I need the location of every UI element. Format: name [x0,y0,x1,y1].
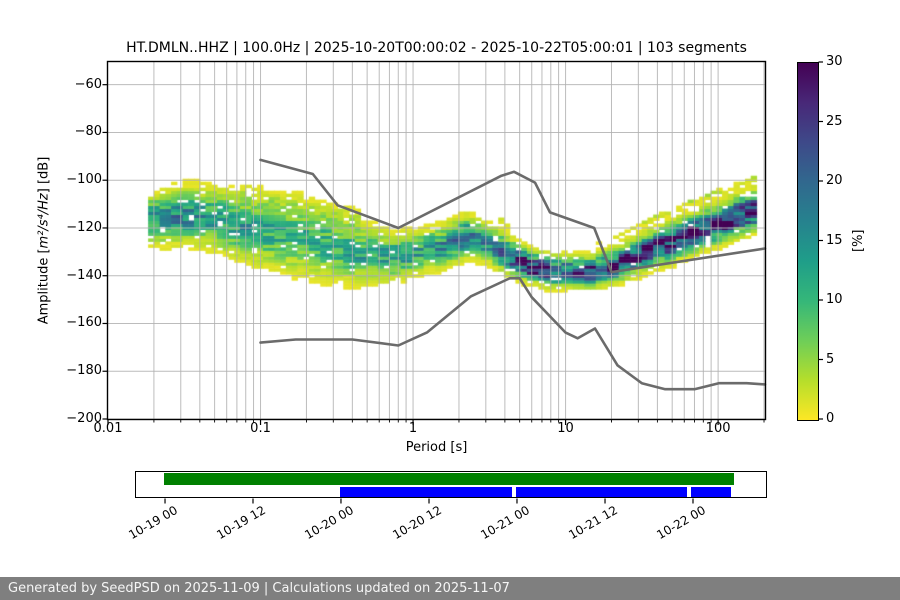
y-tick-label: −200 [66,411,102,426]
colorbar-tick-label: 15 [826,232,843,248]
timeline-tick-label: 10-21 12 [566,503,621,543]
x-axis-label: Period [s] [405,440,468,455]
timeline-box [135,471,767,498]
colorbar-tick-label: 10 [826,292,843,307]
timeline-tick-label: 10-22 00 [654,503,708,543]
y-tick-label: −60 [74,76,102,92]
x-tick-label: 0.01 [93,421,123,436]
footer-bar: Generated by SeedPSD on 2025-11-09 | Cal… [0,577,900,600]
x-tick-label: 100 [705,421,731,436]
y-tick-label: −180 [66,363,102,379]
x-tick-label: 1 [408,421,418,436]
timeline-tick-label: 10-21 00 [478,503,532,543]
x-tick-label: 10 [557,421,574,436]
colorbar-tick-label: 0 [826,411,835,426]
timeline-tick-label: 10-19 00 [126,503,181,543]
y-tick-label: −120 [66,219,102,235]
processed-segment-bar [515,487,688,497]
y-tick-label: −160 [66,315,102,331]
ppsd-heatmap [109,63,765,419]
colorbar-label: [%] [851,229,866,253]
timeline-tick-label: 10-20 12 [390,503,445,543]
availability-bar [163,473,735,485]
y-tick-label: −80 [74,124,102,140]
colorbar-tick-label: 20 [826,173,843,188]
colorbar-tick-label: 5 [826,351,835,367]
timeline-tick-label: 10-19 12 [214,503,268,543]
y-tick-label: −140 [66,267,102,283]
footer-text: Generated by SeedPSD on 2025-11-09 | Cal… [8,581,510,596]
x-tick-label: 0.1 [250,421,271,436]
plot-title: HT.DMLN..HHZ | 100.0Hz | 2025-10-20T00:0… [126,40,747,56]
processed-segment-bar [340,487,512,497]
y-tick-label: −100 [66,172,102,188]
y-axis-label-prefix: Amplitude [ [36,248,52,325]
colorbar-tick-label: 30 [826,54,843,69]
timeline-tick-label: 10-20 00 [302,503,356,543]
colorbar-tick-label: 25 [826,113,843,129]
colorbar [797,62,819,421]
processed-segment-bar [691,487,732,497]
